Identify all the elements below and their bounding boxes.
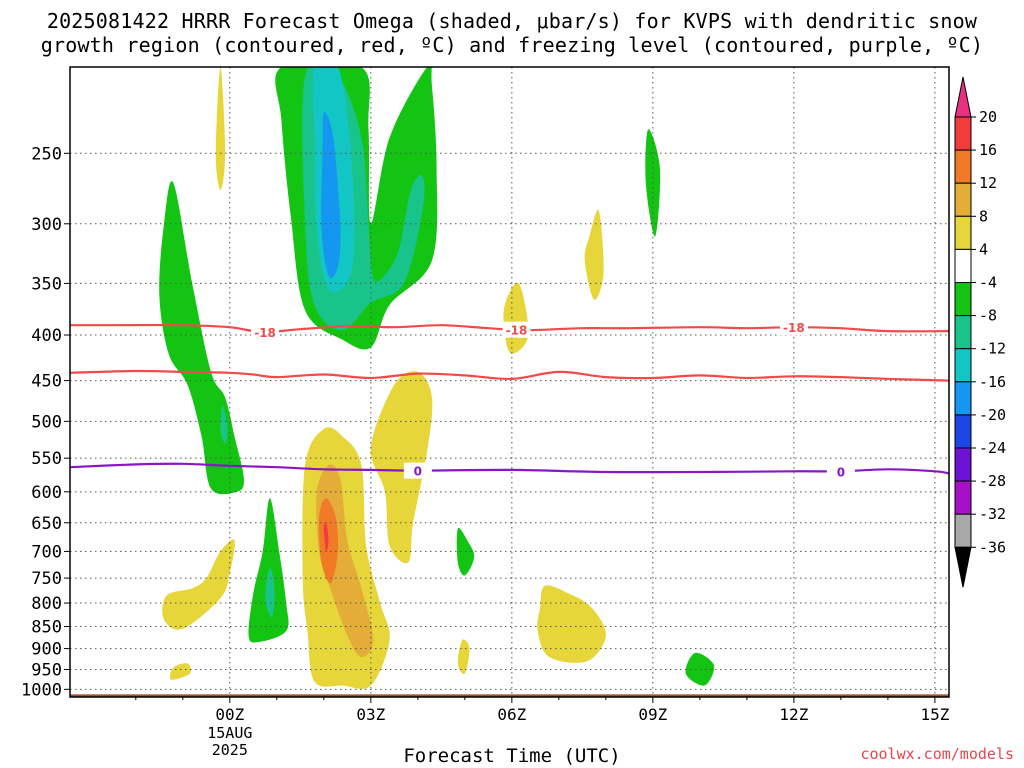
colorbar-box [954,513,972,548]
contour-dendritic_high [69,369,950,382]
x-tick-sublabel: 15AUG [207,724,252,742]
omega-region-14 [370,371,433,564]
x-axis-label: Forecast Time (UTC) [403,745,621,767]
x-tick-label: 12Z [779,705,808,724]
omega-region-6 [248,498,289,643]
omega-region-22 [457,639,470,675]
colorbar-label: -12 [979,340,1006,358]
y-tick-label: 900 [31,640,62,660]
colorbar-label: -32 [979,505,1006,523]
x-tick-label: 00Z [215,705,244,724]
colorbar-label: -36 [979,538,1006,556]
x-tick-label: 09Z [638,705,667,724]
colorbar-box [954,182,972,217]
colorbar-top-arrow [954,76,972,118]
colorbar-label: 4 [979,240,988,258]
y-tick-label: 450 [31,372,62,392]
omega-region-20 [169,663,192,680]
colorbar-box [954,215,972,250]
colorbar-label: -24 [979,439,1006,457]
chart-title-line-1: 2025081422 HRRR Forecast Omega (shaded, … [46,9,978,33]
omega-region-4 [159,181,244,495]
omega-region-11 [215,67,226,191]
x-tick-label: 06Z [497,705,526,724]
omega-region-18 [323,522,329,552]
contour-label-bg [779,319,808,336]
contour-label: -18 [254,326,276,340]
x-tick-label: 15Z [920,705,949,724]
credit-text: coolwx.com/models [860,745,1014,763]
colorbar-label: 20 [979,108,997,126]
colorbar-box [954,248,972,283]
colorbar-bottom-arrow [954,546,972,588]
omega-region-7 [265,567,275,618]
contour-label-bg [502,321,531,338]
ground-strip [70,694,949,697]
chart-title-line-2: growth region (contoured, red, ºC) and f… [40,33,984,57]
omega-region-21 [537,585,606,663]
colorbar-box [954,381,972,416]
contour-label-bg [403,462,432,479]
colorbar-label: -28 [979,472,1006,490]
y-tick-label: 1000 [21,680,62,700]
colorbar-label: 8 [979,207,988,225]
omega-region-13 [503,282,529,354]
omega-region-12 [584,209,604,300]
contour-label: -18 [506,324,528,338]
colorbar-label: -16 [979,373,1006,391]
y-tick-label: 950 [31,661,62,681]
plot-frame [69,66,950,698]
colorbar-box [954,348,972,383]
y-tick-label: 800 [31,594,62,614]
colorbar-box [954,116,972,151]
colorbar-box [954,414,972,449]
y-tick-label: 600 [31,483,62,503]
colorbar-box [954,447,972,482]
colorbar-box [954,282,972,317]
y-tick-label: 250 [31,144,62,164]
contour-label: 0 [837,465,845,479]
colorbar-label: -20 [979,406,1006,424]
contour-label-bg [826,463,855,480]
omega-region-17 [318,498,339,584]
colorbar-label: -4 [979,274,997,292]
x-tick-label: 03Z [356,705,385,724]
contour-freezing_level [69,462,950,475]
y-tick-label: 400 [31,326,62,346]
x-tick-sublabel: 2025 [212,741,248,759]
y-tick-label: 300 [31,215,62,235]
y-tick-label: 700 [31,542,62,562]
colorbar-label: 16 [979,141,997,159]
omega-region-10 [685,652,715,686]
contour-label: -18 [783,321,805,335]
contour-label-bg [251,323,280,340]
colorbar-label: -8 [979,307,997,325]
omega-region-5 [220,405,228,444]
colorbar-label: 12 [979,174,997,192]
colorbar-box [954,480,972,515]
colorbar-box [954,315,972,350]
y-tick-label: 750 [31,569,62,589]
y-tick-label: 850 [31,617,62,637]
y-tick-label: 650 [31,514,62,534]
omega-region-19 [162,539,235,630]
contour-label: 0 [414,465,422,479]
y-tick-label: 350 [31,274,62,294]
colorbar-box [954,149,972,184]
y-tick-label: 500 [31,412,62,432]
y-tick-label: 550 [31,449,62,469]
